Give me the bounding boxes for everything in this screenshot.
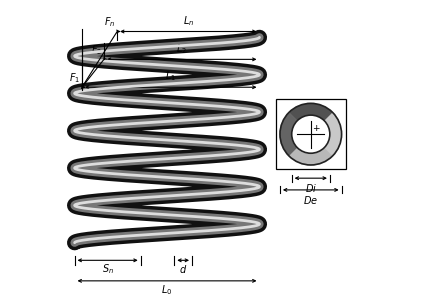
- Text: $L_2$: $L_2$: [176, 42, 187, 56]
- Text: $De$: $De$: [303, 194, 318, 206]
- Wedge shape: [289, 103, 332, 121]
- Text: $F_n$: $F_n$: [104, 15, 116, 29]
- Text: $L_1$: $L_1$: [165, 70, 176, 83]
- Text: $Di$: $Di$: [305, 182, 317, 194]
- Text: $L_0$: $L_0$: [162, 283, 173, 297]
- Text: $F_1$: $F_1$: [69, 71, 80, 85]
- Circle shape: [280, 103, 342, 165]
- Text: +: +: [312, 124, 319, 133]
- Text: $S_n$: $S_n$: [102, 263, 113, 277]
- Text: $d$: $d$: [179, 263, 187, 275]
- Text: $L_n$: $L_n$: [183, 14, 194, 28]
- Bar: [275, 99, 346, 170]
- Circle shape: [292, 115, 330, 153]
- Wedge shape: [280, 112, 297, 156]
- Wedge shape: [289, 148, 332, 165]
- Text: $F_2$: $F_2$: [91, 43, 102, 57]
